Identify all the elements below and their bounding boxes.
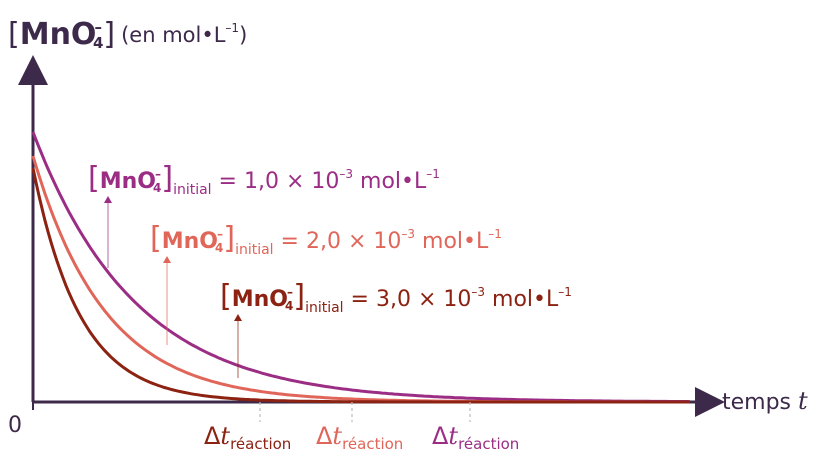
series-label-sub: initial: [235, 242, 274, 258]
delta-t-label-2: Δtréaction: [316, 422, 403, 453]
pointer-arrowhead-3: [234, 314, 242, 321]
y-unit: (en mol•L: [121, 23, 226, 47]
series-label-unit: mol•L: [353, 169, 427, 194]
series-label-unit-exp: –1: [558, 285, 572, 299]
series-label-subscript: 4: [215, 241, 223, 255]
y-bracket-right: ]: [103, 17, 115, 52]
delta-var: t: [332, 422, 342, 450]
y-unit-close: ): [239, 23, 247, 47]
pointer-arrowhead-2: [163, 256, 171, 263]
delta-sub: réaction: [230, 435, 291, 453]
series-label-species: MnO: [100, 169, 156, 194]
series-label-species: MnO: [162, 229, 218, 254]
x-label-var: t: [798, 387, 808, 415]
series-label-sub: initial: [173, 182, 212, 198]
series-label-3: [MnO– 4]initial = 3,0 × 10–3 mol•L–1: [220, 279, 572, 316]
delta-symbol: Δ: [204, 422, 221, 450]
series-label-2: [MnO– 4]initial = 2,0 × 10–3 mol•L–1: [150, 221, 502, 258]
x-axis-label: temps t: [722, 387, 808, 415]
series-line-3: [31, 167, 690, 404]
series-label-charge: –: [217, 227, 223, 241]
series-label-eq: = 2,0 × 10: [274, 229, 402, 254]
y-species: MnO: [20, 17, 97, 52]
series-label-1: [MnO– 4]initial = 1,0 × 10–3 mol•L–1: [88, 161, 440, 198]
curves-group: [31, 131, 691, 404]
series-label-charge: –: [155, 167, 161, 181]
delta-symbol: Δ: [316, 422, 333, 450]
y-bracket-left: [: [8, 17, 20, 52]
labels-group: [MnO– 4]initial = 1,0 × 10–3 mol•L–1Δtréa…: [88, 161, 572, 453]
pointer-arrowhead-1: [104, 196, 112, 203]
series-label-unit-exp: –1: [488, 227, 502, 241]
delta-var: t: [448, 422, 458, 450]
series-label-bracket-right: ]: [223, 221, 235, 256]
series-label-unit-exp: –1: [426, 167, 440, 181]
series-label-sub: initial: [305, 300, 344, 316]
series-label-bracket-left: [: [150, 221, 162, 256]
series-label-bracket-right: ]: [293, 279, 305, 314]
y-unit-exp: –1: [225, 21, 239, 35]
y-charge: –: [94, 18, 102, 36]
series-label-subscript: 4: [153, 181, 161, 195]
x-label-text: temps: [722, 390, 791, 415]
series-label-subscript: 4: [285, 299, 293, 313]
delta-sub: réaction: [458, 435, 519, 453]
y-subscript: 4: [93, 34, 103, 52]
series-label-exp: –3: [471, 285, 485, 299]
series-label-eq: = 3,0 × 10: [344, 287, 472, 312]
series-label-species: MnO: [232, 287, 288, 312]
origin-label: 0: [8, 413, 22, 438]
series-label-exp: –3: [401, 227, 415, 241]
series-label-bracket-left: [: [220, 279, 232, 314]
series-label-charge: –: [287, 285, 293, 299]
delta-sub: réaction: [342, 435, 403, 453]
series-label-bracket-left: [: [88, 161, 100, 196]
delta-symbol: Δ: [432, 422, 449, 450]
delta-t-label-1: Δtréaction: [432, 422, 519, 453]
y-axis-label: [MnO– 4] (en mol•L–1): [8, 17, 247, 52]
series-label-exp: –3: [339, 167, 353, 181]
delta-t-label-3: Δtréaction: [204, 422, 291, 453]
series-label-unit: mol•L: [415, 229, 489, 254]
delta-var: t: [220, 422, 230, 450]
series-label-bracket-right: ]: [161, 161, 173, 196]
series-label-eq: = 1,0 × 10: [212, 169, 340, 194]
series-label-unit: mol•L: [485, 287, 559, 312]
